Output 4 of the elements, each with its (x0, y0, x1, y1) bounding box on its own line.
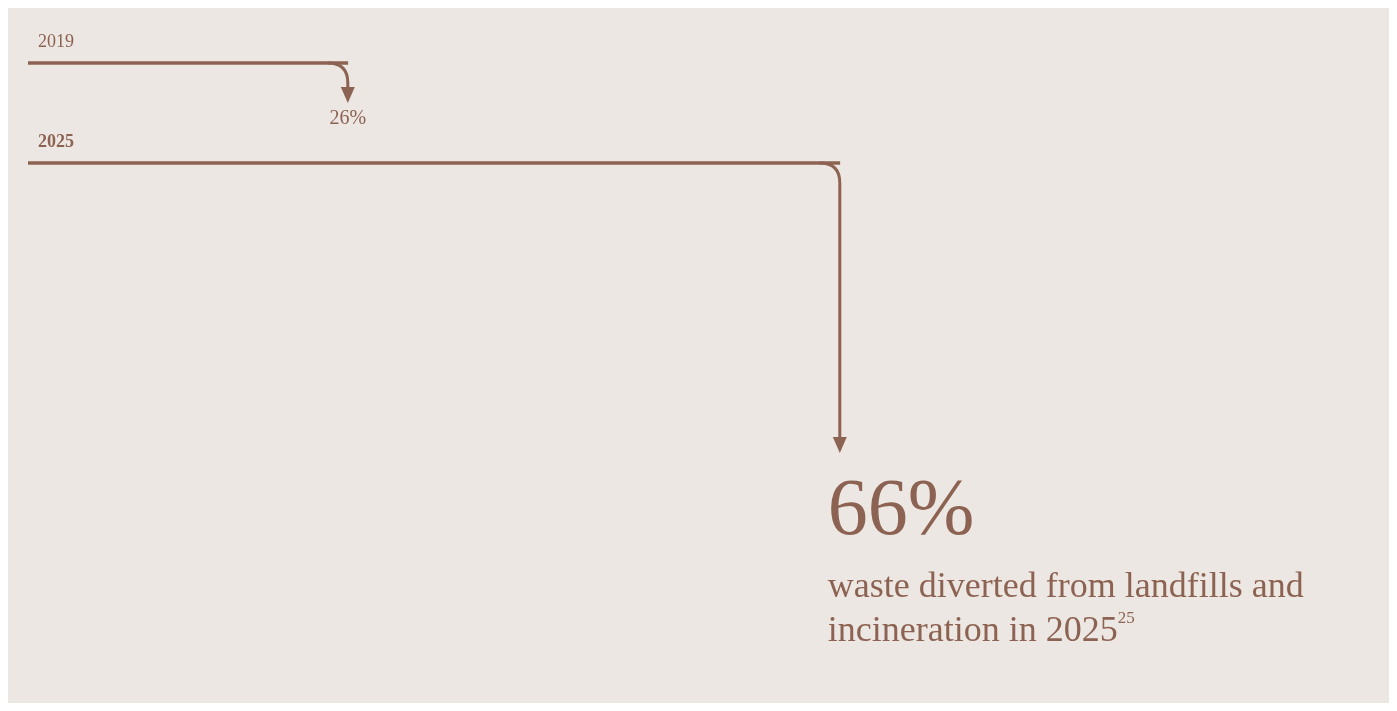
data-label: 26% (329, 106, 367, 129)
y-tick-label: 2025 (38, 130, 74, 151)
data-label: 66% (827, 463, 975, 552)
y-tick-label: 2019 (38, 30, 74, 51)
